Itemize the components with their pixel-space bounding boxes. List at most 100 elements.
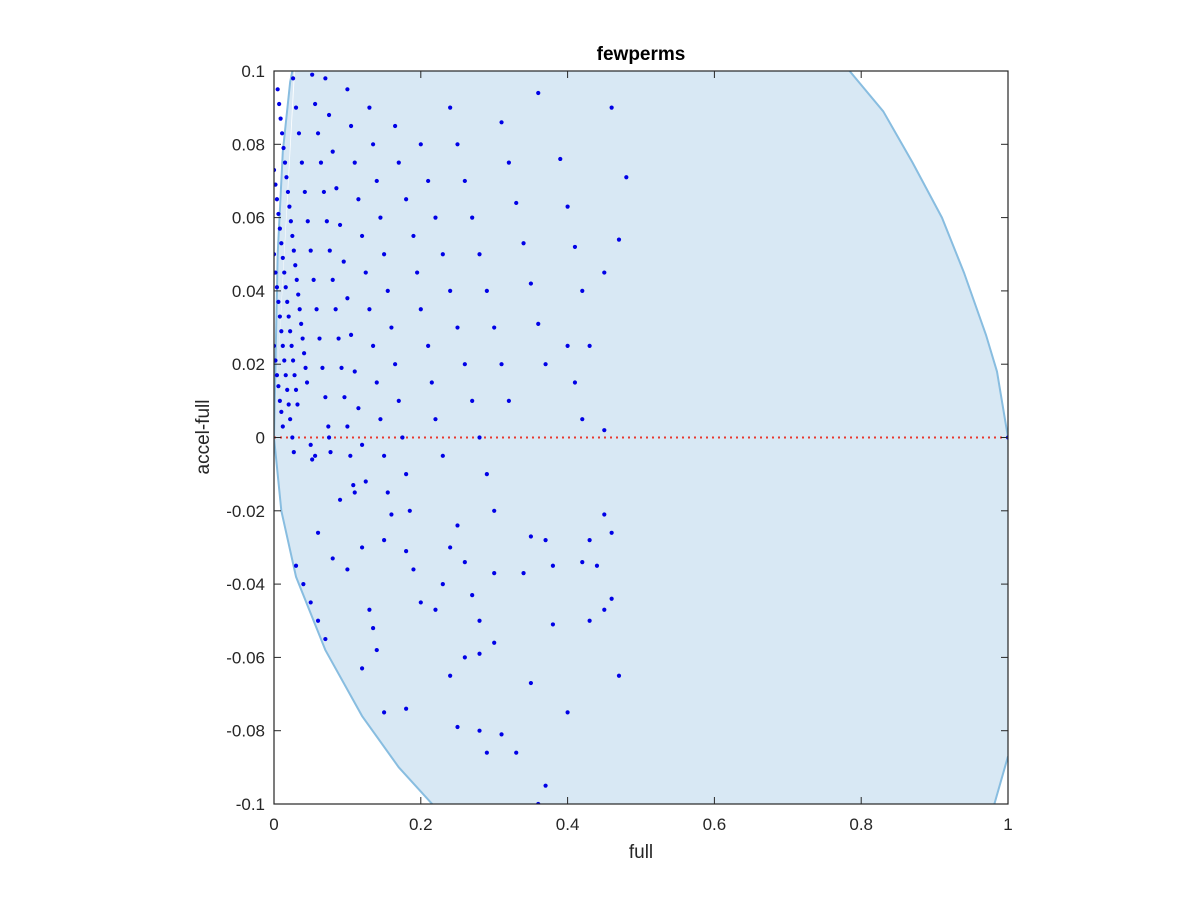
data-point <box>274 373 280 378</box>
data-point <box>352 160 357 165</box>
data-point <box>280 343 285 348</box>
data-point <box>378 417 383 422</box>
data-point <box>291 248 296 253</box>
y-tick-label: -0.1 <box>236 795 265 814</box>
data-point <box>285 299 290 304</box>
data-point <box>342 395 347 400</box>
data-point <box>426 343 431 348</box>
data-point <box>492 640 497 645</box>
data-point <box>367 607 372 612</box>
data-point <box>528 680 534 686</box>
data-point <box>477 651 482 656</box>
data-point <box>587 538 592 543</box>
y-tick-label: -0.02 <box>226 502 265 521</box>
data-point <box>333 307 338 312</box>
data-point <box>448 545 453 550</box>
data-point <box>292 373 297 378</box>
data-point <box>278 116 283 121</box>
data-point <box>356 197 361 202</box>
data-point <box>565 710 570 715</box>
data-point <box>280 424 285 429</box>
x-tick-label: 0.6 <box>703 815 727 834</box>
data-point <box>283 285 288 290</box>
data-point <box>587 618 592 623</box>
data-point <box>367 105 372 110</box>
x-axis-ticks: 0 0.2 0.4 0.6 0.8 1 <box>269 71 1013 834</box>
data-point <box>484 472 489 477</box>
data-point <box>580 417 585 422</box>
data-point <box>356 406 361 411</box>
y-axis-ticks: -0.1 -0.08 -0.06 -0.04 -0.02 0 0.02 0.04 0.06 0.0… <box>226 62 1008 814</box>
data-point <box>287 204 292 209</box>
data-point <box>285 387 290 392</box>
data-point <box>308 442 313 447</box>
data-point <box>602 428 607 433</box>
data-point <box>297 307 302 312</box>
data-point <box>313 101 318 107</box>
x-tick-label: 0.4 <box>556 815 580 834</box>
data-point <box>337 222 343 228</box>
data-point <box>440 582 445 587</box>
data-point <box>514 200 519 206</box>
data-point <box>572 380 578 385</box>
data-point <box>374 647 379 653</box>
data-point <box>565 204 570 209</box>
data-point <box>433 607 438 612</box>
chart-title: fewperms <box>597 44 686 65</box>
data-point <box>558 156 563 162</box>
data-point <box>455 325 460 330</box>
data-point <box>274 358 278 363</box>
data-point <box>311 277 316 283</box>
x-tick-label: 0 <box>269 815 278 834</box>
data-point <box>296 131 302 136</box>
data-point <box>415 270 420 275</box>
data-point <box>594 563 600 568</box>
data-point <box>276 299 281 304</box>
data-point <box>352 490 357 495</box>
data-point <box>345 296 350 301</box>
data-point <box>426 178 431 184</box>
data-point <box>363 479 368 484</box>
data-point <box>624 175 629 180</box>
data-point <box>400 435 405 440</box>
data-point <box>279 241 284 246</box>
data-point <box>326 112 332 118</box>
data-point <box>323 636 328 642</box>
data-point <box>429 380 434 385</box>
data-point <box>440 453 445 458</box>
data-point <box>359 666 365 671</box>
y-axis-label: accel-full <box>193 400 214 475</box>
y-tick-label: 0.06 <box>232 209 265 228</box>
data-point <box>326 424 331 429</box>
data-point <box>492 571 497 576</box>
data-point <box>341 259 346 264</box>
data-point <box>290 435 295 440</box>
data-point <box>315 530 321 535</box>
data-point <box>393 362 398 367</box>
region-edge-lower-right <box>993 756 1008 804</box>
data-point <box>286 314 291 319</box>
data-point <box>305 219 310 224</box>
data-point <box>326 435 332 440</box>
data-point <box>299 321 304 326</box>
data-point <box>315 618 321 623</box>
data-point <box>299 160 304 165</box>
data-point <box>385 490 390 495</box>
data-point <box>602 512 607 517</box>
data-point <box>274 182 278 187</box>
data-point <box>477 728 482 733</box>
data-point <box>359 233 365 239</box>
x-tick-label: 0.8 <box>849 815 873 834</box>
data-point <box>521 571 526 576</box>
data-point <box>385 288 390 293</box>
data-point <box>462 178 467 184</box>
data-point <box>536 321 541 326</box>
data-point <box>455 523 460 528</box>
data-point <box>277 398 282 403</box>
data-point <box>345 567 350 572</box>
data-point <box>296 292 301 297</box>
data-point <box>506 160 511 165</box>
data-point <box>282 270 287 275</box>
data-point <box>382 538 387 543</box>
data-point <box>348 453 353 458</box>
